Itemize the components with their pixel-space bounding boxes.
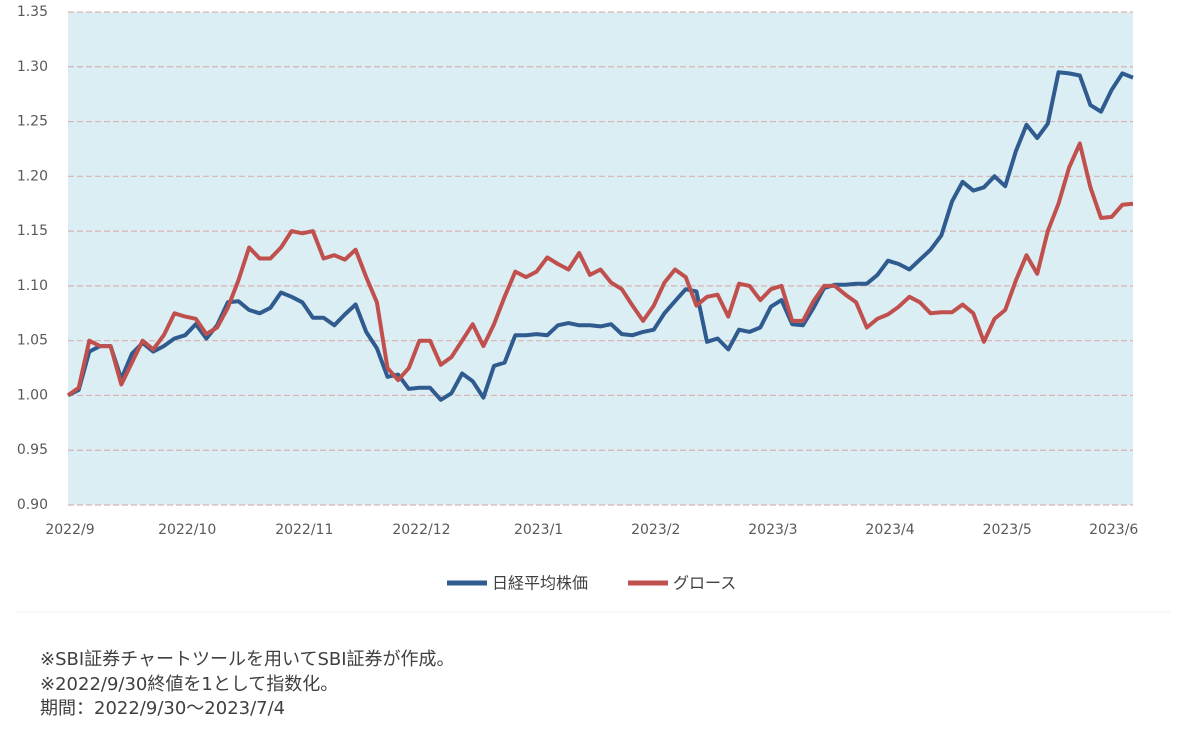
note: 期間：2022/9/30～2023/7/4 xyxy=(40,698,285,719)
y-tick-label: 1.05 xyxy=(17,333,48,349)
x-tick-label: 2023/2 xyxy=(631,522,680,538)
x-tick-label: 2022/10 xyxy=(158,522,216,538)
legend-label: 日経平均株価 xyxy=(492,574,588,593)
note: ※2022/9/30終値を1として指数化。 xyxy=(40,674,338,695)
x-tick-label: 2023/5 xyxy=(983,522,1032,538)
x-tick-label: 2023/4 xyxy=(865,522,914,538)
plot-area xyxy=(68,12,1133,505)
line-series xyxy=(66,141,1134,398)
x-tick-label: 2022/11 xyxy=(275,522,333,538)
y-tick-label: 1.30 xyxy=(17,59,48,75)
y-tick-label: 0.90 xyxy=(17,497,48,513)
x-tick-label: 2023/1 xyxy=(514,522,563,538)
line-series xyxy=(67,70,1134,402)
y-tick-label: 1.35 xyxy=(17,4,48,20)
y-tick-label: 1.20 xyxy=(17,168,48,184)
legend-label: グロース xyxy=(673,574,736,593)
x-tick-label: 2023/6 xyxy=(1089,522,1138,538)
y-tick-label: 1.10 xyxy=(17,278,48,294)
y-tick-label: 1.25 xyxy=(17,114,48,130)
x-tick-label: 2023/3 xyxy=(748,522,797,538)
y-tick-label: 1.00 xyxy=(17,387,48,403)
y-tick-label: 0.95 xyxy=(17,442,48,458)
x-tick-label: 2022/9 xyxy=(45,522,94,538)
note: ※SBI証券チャートツールを用いてSBI証券が作成。 xyxy=(40,649,455,670)
y-tick-label: 1.15 xyxy=(17,223,48,239)
x-tick-label: 2022/12 xyxy=(392,522,450,538)
